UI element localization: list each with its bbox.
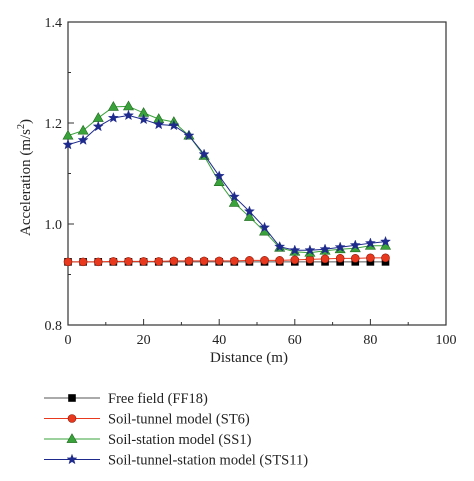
x-tick-label: 100	[436, 333, 457, 348]
legend-marker	[68, 394, 76, 402]
legend-label: Soil-tunnel model (ST6)	[108, 412, 250, 428]
data-point	[214, 256, 224, 266]
data-point	[245, 256, 254, 265]
y-tick-label: 1.0	[45, 218, 63, 233]
data-point	[122, 109, 134, 121]
legend-marker	[67, 414, 77, 423]
legend-item: Soil-tunnel model (ST6)	[44, 412, 250, 428]
data-point	[364, 237, 376, 248]
y-tick-label: 1.4	[45, 16, 63, 31]
data-point	[260, 256, 269, 265]
data-point	[319, 243, 331, 254]
legend-marker	[66, 453, 78, 465]
data-point	[63, 257, 73, 267]
data-point	[62, 138, 74, 150]
data-point	[122, 100, 134, 111]
x-tick-label: 20	[137, 333, 151, 348]
legend-label: Soil-tunnel-station model (STS11)	[108, 453, 308, 469]
y-tick-label: 0.8	[45, 319, 63, 334]
data-point	[198, 148, 210, 159]
x-axis-title: Distance (m)	[210, 350, 288, 366]
data-point	[124, 257, 133, 266]
y-tick-label: 1.2	[45, 117, 63, 132]
legend-item: Soil-tunnel-station model (STS11)	[44, 453, 308, 469]
legend-marker	[66, 433, 78, 443]
data-point	[154, 257, 164, 266]
data-point	[138, 113, 150, 125]
data-point	[350, 254, 360, 263]
y-axis-title: Acceleration (m/s2)	[16, 119, 34, 236]
data-point	[335, 254, 345, 263]
data-point	[320, 254, 330, 264]
x-tick-label: 80	[363, 333, 377, 348]
data-point	[153, 118, 165, 130]
series-line	[68, 257, 386, 263]
data-point	[366, 253, 375, 263]
x-tick-label: 60	[288, 333, 302, 348]
data-point	[213, 170, 225, 181]
series-line	[67, 114, 386, 251]
data-point	[77, 134, 89, 145]
data-point	[243, 205, 255, 217]
series-2	[63, 253, 390, 267]
legend-label: Soil-station model (SS1)	[108, 432, 252, 448]
series-line	[67, 105, 386, 254]
data-point	[199, 256, 209, 266]
plot-frame	[67, 21, 447, 326]
data-point	[349, 239, 361, 250]
axes: 0 20 40 60 80 100 0.8 1.0 1.2 1.4 Distance (m) Acce…	[16, 16, 457, 366]
data-point	[77, 124, 89, 135]
x-tick-label: 40	[212, 333, 226, 348]
data-point	[213, 176, 225, 186]
data-point	[139, 257, 148, 266]
data-point	[92, 112, 104, 122]
data-point	[243, 211, 255, 221]
data-point	[228, 190, 240, 202]
data-point	[228, 196, 240, 207]
series-3	[62, 100, 392, 257]
data-point	[304, 244, 316, 255]
data-point	[93, 257, 103, 267]
data-point	[92, 120, 104, 132]
data-point	[274, 240, 286, 252]
data-point	[289, 244, 301, 255]
series-4	[62, 109, 392, 255]
data-point	[107, 112, 119, 123]
data-point	[184, 256, 194, 266]
data-point	[78, 257, 88, 267]
data-point	[107, 101, 119, 111]
legend-item: Soil-station model (SS1)	[44, 432, 252, 448]
legend-item: Free field (FF18)	[44, 391, 208, 407]
data-point	[230, 256, 239, 266]
data-point	[168, 119, 180, 131]
data-point	[169, 256, 179, 266]
data-point	[275, 256, 284, 265]
x-tick-label: 0	[65, 333, 72, 348]
legend-label: Free field (FF18)	[108, 391, 208, 407]
data-point	[183, 129, 195, 141]
legend: Free field (FF18) Soil-tunnel model (ST6)…	[44, 391, 308, 469]
data-point	[380, 235, 392, 247]
data-point	[334, 241, 346, 252]
data-point	[381, 253, 390, 263]
data-point	[259, 221, 271, 233]
series-layer	[62, 100, 392, 267]
data-point	[290, 255, 300, 265]
data-point	[109, 257, 118, 266]
